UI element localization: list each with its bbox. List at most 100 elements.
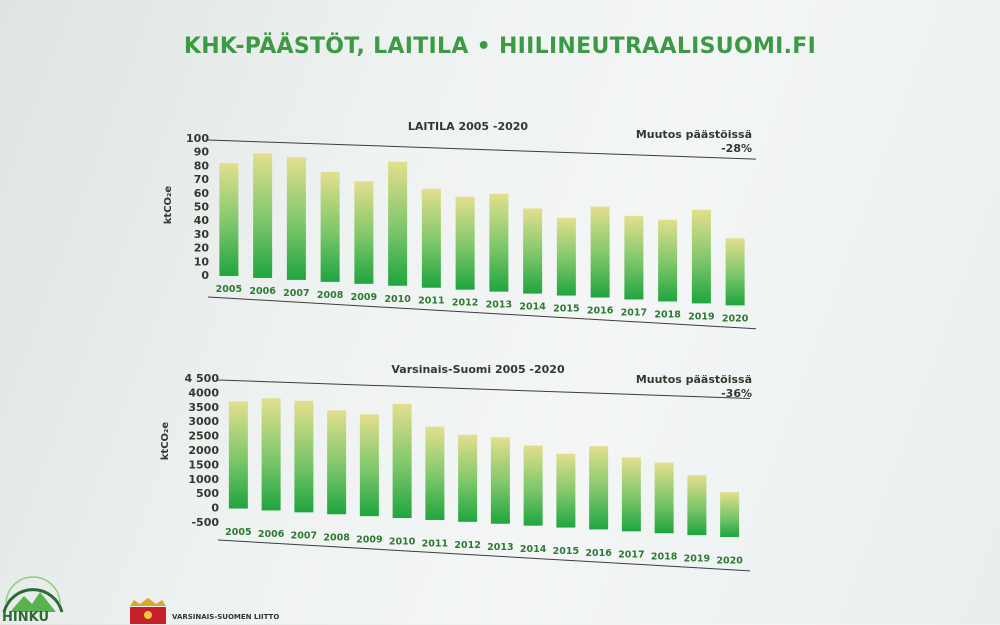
laitila-bar bbox=[523, 208, 543, 294]
laitila-bar bbox=[388, 161, 408, 286]
vs-x-tick: 2017 bbox=[618, 550, 644, 561]
vs-x-tick: 2015 bbox=[553, 546, 579, 557]
laitila-x-tick: 2014 bbox=[519, 302, 546, 313]
laitila-x-tick: 2010 bbox=[384, 294, 411, 305]
vs-x-tick: 2018 bbox=[651, 552, 678, 563]
vs-bar bbox=[327, 410, 347, 515]
vs-y-tick: 1500 bbox=[188, 458, 219, 471]
laitila-chart: LAITILA 2005 -2020 Muutos päästöissä-28% k… bbox=[163, 120, 757, 330]
laitila-x-tick: 2006 bbox=[249, 286, 276, 297]
vs-bar bbox=[294, 400, 314, 513]
vs-x-tick: 2020 bbox=[716, 555, 743, 566]
laitila-bar bbox=[624, 215, 644, 300]
laitila-baseline bbox=[207, 296, 757, 330]
vs-y-tick: 500 bbox=[196, 487, 219, 500]
laitila-change-value: -28% bbox=[721, 142, 752, 155]
vs-top-line bbox=[217, 379, 751, 400]
vs-bar bbox=[458, 434, 478, 522]
laitila-x-tick: 2013 bbox=[486, 300, 512, 311]
hinku-logo bbox=[2, 576, 64, 613]
vs-x-tick: 2007 bbox=[291, 531, 317, 542]
hinku-logo-text: HINKU bbox=[2, 610, 49, 625]
laitila-x-tick: 2012 bbox=[452, 298, 478, 309]
laitila-y-tick: 20 bbox=[194, 242, 210, 255]
vs-y-tick: 1000 bbox=[188, 473, 219, 486]
laitila-change-label: Muutos päästöissä bbox=[636, 128, 752, 141]
vs-y-tick: 4000 bbox=[188, 386, 219, 399]
vs-bar bbox=[359, 414, 379, 517]
vs-bar bbox=[556, 453, 576, 528]
vs-x-tick: 2006 bbox=[258, 529, 285, 540]
vs-x-tick: 2010 bbox=[389, 536, 416, 547]
vs-chart-title: Varsinais-Suomi 2005 -2020 bbox=[391, 363, 565, 376]
laitila-y-tick: 80 bbox=[194, 159, 210, 172]
vs-bar bbox=[490, 437, 510, 524]
laitila-y-axis-label: ktCO₂e bbox=[163, 186, 174, 225]
laitila-x-tick: 2007 bbox=[283, 288, 309, 299]
varsinais-suomi-logo-text: VARSINAIS-SUOMEN LIITTO bbox=[172, 613, 280, 621]
laitila-bar bbox=[421, 188, 441, 288]
laitila-bar bbox=[725, 238, 745, 306]
vs-y-tick: 2500 bbox=[188, 430, 219, 443]
laitila-y-tick: 50 bbox=[194, 201, 210, 214]
vs-change-value: -36% bbox=[721, 387, 752, 400]
laitila-bar bbox=[590, 206, 610, 298]
laitila-y-tick: 60 bbox=[194, 187, 210, 200]
laitila-y-tick: 70 bbox=[194, 173, 210, 186]
vs-bar bbox=[425, 426, 445, 520]
laitila-x-tick: 2016 bbox=[587, 306, 614, 317]
laitila-x-tick: 2005 bbox=[216, 284, 242, 295]
vs-bar bbox=[392, 403, 412, 519]
laitila-x-tick: 2011 bbox=[418, 296, 444, 307]
laitila-x-tick: 2017 bbox=[621, 307, 647, 318]
vs-x-tick: 2009 bbox=[356, 535, 382, 546]
vs-bar bbox=[261, 398, 281, 511]
laitila-bar bbox=[489, 193, 509, 292]
slide-title: KHK-PÄÄSTÖT, LAITILA • HIILINEUTRAALISUO… bbox=[183, 34, 817, 59]
vs-bar bbox=[589, 446, 609, 530]
laitila-top-line bbox=[207, 139, 757, 160]
vs-bar bbox=[523, 445, 543, 526]
laitila-x-tick: 2008 bbox=[317, 290, 344, 301]
vs-y-tick: 3000 bbox=[188, 415, 219, 428]
laitila-bar bbox=[320, 171, 340, 282]
vs-x-tick: 2013 bbox=[487, 542, 513, 553]
laitila-y-tick: 40 bbox=[194, 214, 210, 227]
vs-baseline bbox=[217, 539, 751, 572]
vs-x-tick: 2011 bbox=[422, 538, 448, 549]
vs-bar bbox=[228, 401, 248, 509]
vs-bar bbox=[720, 492, 740, 538]
vs-y-tick: -500 bbox=[191, 516, 219, 529]
vs-change-label: Muutos päästöissä bbox=[636, 373, 752, 386]
vs-bar bbox=[621, 457, 641, 532]
vs-x-tick: 2005 bbox=[225, 527, 251, 538]
laitila-x-tick: 2009 bbox=[351, 292, 377, 303]
vs-x-tick: 2014 bbox=[520, 544, 547, 555]
vs-x-tick: 2019 bbox=[684, 554, 710, 565]
vs-y-tick: 2000 bbox=[188, 444, 219, 457]
vs-y-tick: 4 500 bbox=[185, 372, 220, 385]
vs-y-tick: 3500 bbox=[188, 401, 219, 414]
laitila-bar bbox=[219, 163, 239, 276]
laitila-y-tick: 0 bbox=[201, 269, 209, 282]
laitila-x-tick: 2015 bbox=[553, 304, 579, 315]
vs-bar bbox=[687, 475, 707, 536]
vs-bar bbox=[654, 462, 674, 534]
laitila-y-tick: 30 bbox=[194, 228, 210, 241]
vs-y-axis-label: ktCO₂e bbox=[160, 422, 171, 461]
laitila-bar bbox=[658, 219, 678, 302]
laitila-y-tick: 100 bbox=[186, 132, 209, 145]
vs-y-tick: 0 bbox=[211, 502, 219, 515]
laitila-bar bbox=[286, 157, 306, 280]
vs-x-tick: 2012 bbox=[454, 540, 480, 551]
vs-x-tick: 2016 bbox=[585, 548, 612, 559]
laitila-bar bbox=[455, 196, 475, 290]
laitila-x-tick: 2018 bbox=[654, 309, 681, 320]
laitila-y-tick: 10 bbox=[194, 255, 210, 268]
laitila-bar bbox=[354, 181, 374, 284]
laitila-y-tick: 90 bbox=[194, 146, 210, 159]
laitila-bar bbox=[691, 209, 711, 304]
laitila-x-tick: 2019 bbox=[688, 311, 714, 322]
varsinais-suomi-crest bbox=[130, 598, 166, 624]
